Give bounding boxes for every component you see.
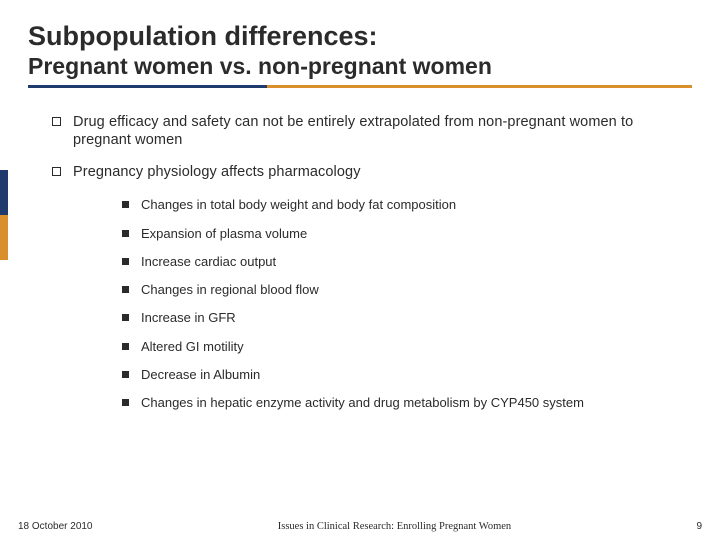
title-line2: Pregnant women vs. non-pregnant women — [28, 54, 692, 79]
sub-bullet-item: Altered GI motility — [122, 339, 688, 355]
title-underline — [28, 85, 692, 91]
sub-bullet-item: Decrease in Albumin — [122, 367, 688, 383]
title-line1: Subpopulation differences: — [28, 22, 692, 52]
solid-square-icon — [122, 286, 129, 293]
sub-bullet-item: Increase in GFR — [122, 310, 688, 326]
title-block: Subpopulation differences: Pregnant wome… — [28, 22, 692, 91]
solid-square-icon — [122, 399, 129, 406]
bullet-item: Drug efficacy and safety can not be enti… — [52, 113, 688, 149]
sub-bullet-text: Changes in total body weight and body fa… — [141, 197, 456, 213]
sub-bullet-text: Expansion of plasma volume — [141, 226, 307, 242]
bullet-text: Drug efficacy and safety can not be enti… — [73, 113, 688, 149]
left-accent-bar — [0, 170, 8, 260]
sub-bullet-item: Changes in hepatic enzyme activity and d… — [122, 395, 688, 411]
sub-bullet-list: Changes in total body weight and body fa… — [52, 195, 688, 411]
footer-center: Issues in Clinical Research: Enrolling P… — [93, 521, 697, 532]
hollow-square-icon — [52, 117, 61, 126]
underline-orange — [267, 85, 692, 88]
solid-square-icon — [122, 201, 129, 208]
slide: Subpopulation differences: Pregnant wome… — [0, 0, 720, 540]
sub-bullet-item: Changes in total body weight and body fa… — [122, 197, 688, 213]
solid-square-icon — [122, 343, 129, 350]
sub-bullet-item: Changes in regional blood flow — [122, 282, 688, 298]
sub-bullet-item: Expansion of plasma volume — [122, 226, 688, 242]
sub-bullet-text: Increase in GFR — [141, 310, 236, 326]
solid-square-icon — [122, 258, 129, 265]
sub-bullet-text: Changes in regional blood flow — [141, 282, 319, 298]
sub-bullet-item: Increase cardiac output — [122, 254, 688, 270]
footer: 18 October 2010 Issues in Clinical Resea… — [0, 521, 720, 532]
footer-page-number: 9 — [696, 521, 702, 532]
footer-date: 18 October 2010 — [18, 521, 93, 532]
solid-square-icon — [122, 314, 129, 321]
solid-square-icon — [122, 371, 129, 378]
sub-bullet-text: Altered GI motility — [141, 339, 244, 355]
content-area: Drug efficacy and safety can not be enti… — [28, 95, 692, 411]
sub-bullet-text: Decrease in Albumin — [141, 367, 260, 383]
bullet-text: Pregnancy physiology affects pharmacolog… — [73, 163, 361, 181]
left-accent-orange — [0, 215, 8, 260]
sub-bullet-text: Increase cardiac output — [141, 254, 276, 270]
bullet-item: Pregnancy physiology affects pharmacolog… — [52, 163, 688, 181]
left-accent-navy — [0, 170, 8, 215]
underline-navy — [28, 85, 267, 88]
solid-square-icon — [122, 230, 129, 237]
sub-bullet-text: Changes in hepatic enzyme activity and d… — [141, 395, 584, 411]
hollow-square-icon — [52, 167, 61, 176]
